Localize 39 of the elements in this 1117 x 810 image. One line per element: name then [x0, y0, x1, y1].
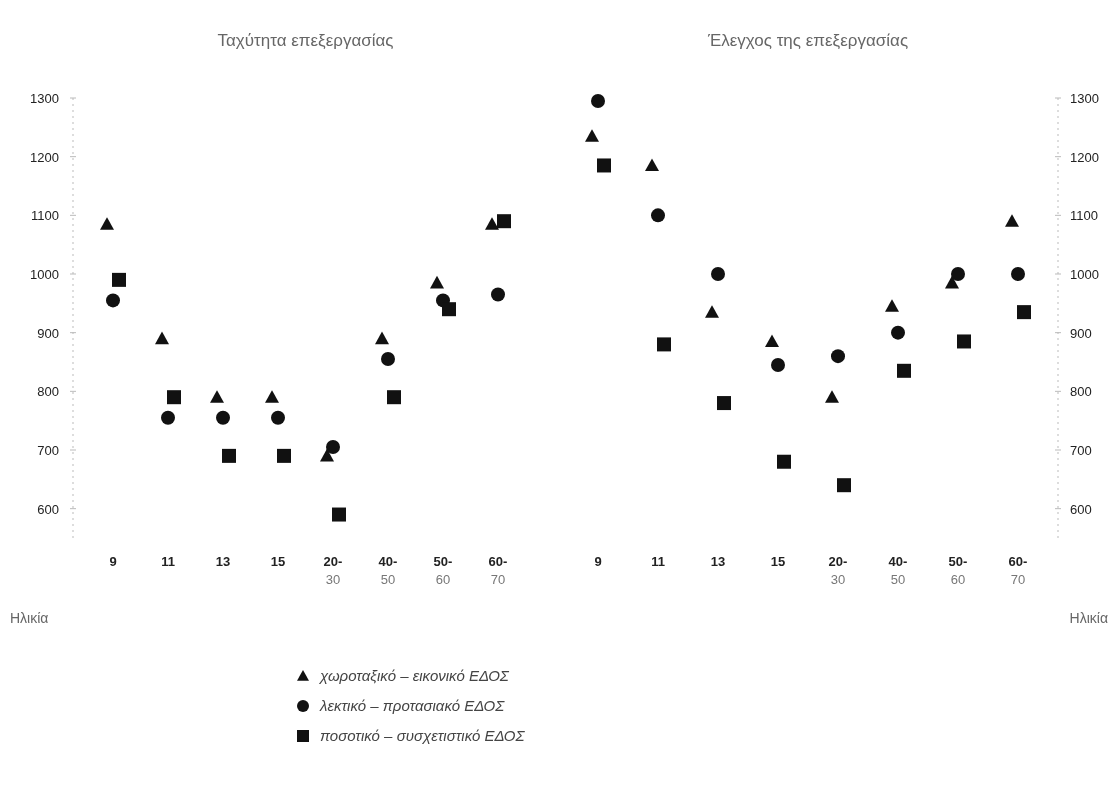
x-tick-label: 15: [770, 554, 786, 569]
legend-label: ποσοτικό – συσχετιστικό ΕΔΟΣ: [320, 727, 526, 744]
x-axis-title: Ηλικία: [10, 610, 49, 626]
y-tick-label: 900: [37, 325, 59, 341]
y-tick-label: 800: [37, 384, 59, 400]
y-tick-label: 700: [37, 443, 59, 458]
x-tick-label: 11: [651, 554, 665, 569]
x-tick-label: 11: [161, 554, 175, 569]
y2-tick-label: 700: [1070, 443, 1092, 458]
y-tick-label: 1000: [30, 267, 59, 282]
y-tick-label: 1200: [30, 149, 59, 165]
x-tick-label: 50-60: [433, 554, 453, 587]
x-tick-label: 13: [215, 554, 231, 569]
chart-title: Ταχύτητα επεξεργασίας: [217, 31, 394, 50]
x-tick-label: 60-70: [1008, 554, 1028, 587]
x-axis-title: Ηλικία: [1069, 610, 1108, 626]
legend-label: χωροταξικό – εικονικό ΕΔΟΣ: [318, 667, 510, 684]
y2-tick-label: 1100: [1070, 208, 1098, 224]
x-tick-label: 40-50: [378, 554, 398, 587]
y-tick-label: 600: [37, 501, 59, 517]
x-tick-label: 9: [109, 554, 117, 569]
y2-tick-label: 900: [1070, 325, 1092, 341]
y-tick-label: 1100: [31, 208, 59, 224]
x-tick-label: 9: [594, 554, 602, 569]
y2-tick-label: 1200: [1070, 149, 1099, 165]
y2-tick-label: 600: [1070, 501, 1092, 517]
legend-label: λεκτικό – προτασιακό ΕΔΟΣ: [319, 697, 506, 714]
chart-title: Έλεγχος της επεξεργασίας: [706, 31, 909, 50]
x-tick-label: 20-30: [323, 554, 343, 587]
y2-tick-label: 1300: [1070, 91, 1099, 106]
x-tick-label: 60-70: [488, 554, 508, 587]
x-tick-label: 40-50: [888, 554, 908, 587]
y2-tick-label: 1000: [1070, 267, 1099, 282]
x-tick-label: 13: [710, 554, 726, 569]
x-tick-label: 50-60: [948, 554, 968, 587]
y-tick-label: 1300: [30, 91, 59, 106]
x-tick-label: 15: [270, 554, 286, 569]
x-tick-label: 20-30: [828, 554, 848, 587]
y2-tick-label: 800: [1070, 384, 1092, 400]
